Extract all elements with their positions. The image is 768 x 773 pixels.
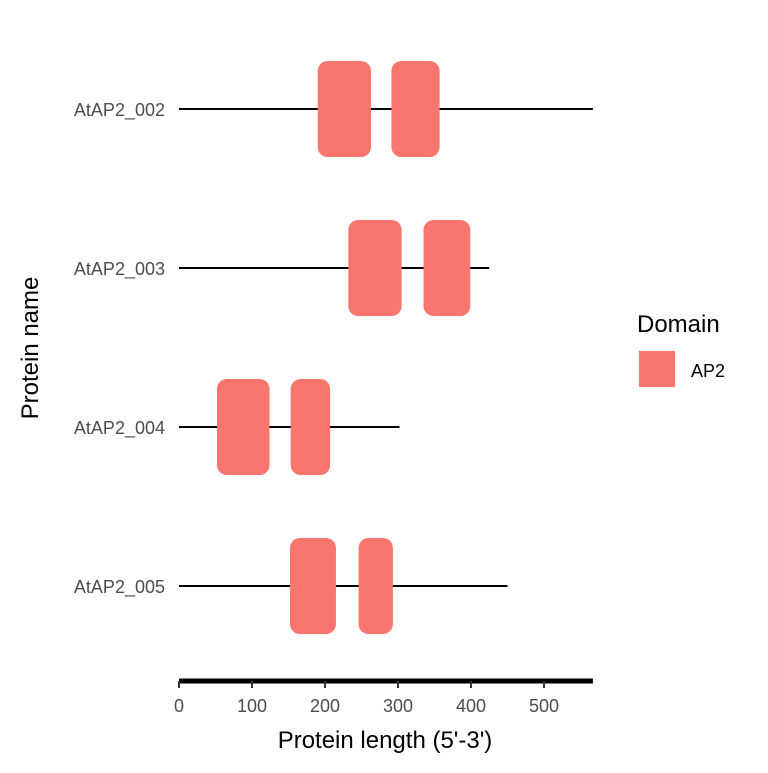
domain-box-ap2 [290,379,331,475]
y-axis-title: Protein name [17,277,44,420]
x-tick-label: 500 [529,696,559,716]
legend-key-ap2 [639,351,675,387]
domain-box-ap2 [289,538,336,634]
protein-row: AtAP2_005 [74,538,508,634]
x-tick-label: 400 [456,696,486,716]
domain-box-ap2 [317,61,371,157]
domain-box-ap2 [391,61,440,157]
legend-label-ap2: AP2 [691,361,725,381]
protein-row: AtAP2_003 [74,220,490,316]
x-axis-title: Protein length (5'-3') [278,727,493,754]
protein-rows: AtAP2_002 AtAP2_003 AtAP2_004 AtAP2_005 [74,61,593,634]
x-axis: 0 100 200 300 400 500 [174,678,593,716]
domain-box-ap2 [216,379,270,475]
x-tick-label: 0 [174,696,184,716]
domain-box-ap2 [423,220,471,316]
x-tick-label: 300 [383,696,413,716]
domain-box-ap2 [348,220,402,316]
y-tick-label: AtAP2_003 [74,259,165,280]
protein-row: AtAP2_004 [74,379,400,475]
legend: Domain AP2 [637,311,725,387]
x-tick-label: 100 [237,696,267,716]
x-tick-label: 200 [310,696,340,716]
domain-box-ap2 [358,538,393,634]
y-tick-label: AtAP2_002 [74,100,165,121]
y-tick-label: AtAP2_004 [74,418,165,439]
legend-title: Domain [637,311,720,338]
protein-row: AtAP2_002 [74,61,593,157]
y-tick-label: AtAP2_005 [74,577,165,598]
